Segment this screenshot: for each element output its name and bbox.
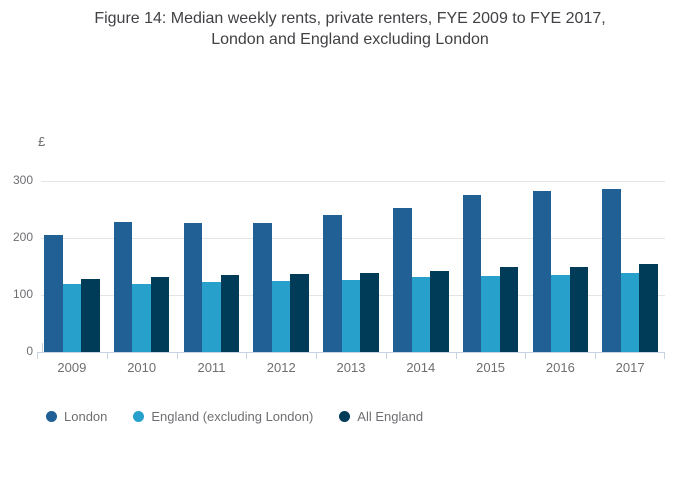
bar-london-2011[interactable] <box>183 222 203 352</box>
x-axis-tick <box>316 352 317 359</box>
x-axis-tick <box>177 352 178 359</box>
chart-title-line2: London and England excluding London <box>211 31 489 48</box>
x-label-2017: 2017 <box>615 360 645 375</box>
chart-title: Figure 14: Median weekly rents, private … <box>0 8 700 50</box>
gridline-300 <box>41 181 665 182</box>
legend-label: England (excluding London) <box>151 409 314 424</box>
bar-group-2015 <box>456 181 526 352</box>
x-axis-tick <box>525 352 526 359</box>
x-axis-tick <box>456 352 457 359</box>
bar-london-2013[interactable] <box>323 214 342 352</box>
x-axis-tick <box>246 352 247 359</box>
bar-england-excluding-london-2014[interactable] <box>411 277 431 352</box>
bar-london-2015[interactable] <box>462 194 482 352</box>
bar-all-england-2015[interactable] <box>499 266 519 352</box>
legend-dot-england-excluding-london <box>133 411 145 422</box>
bar-england-excluding-london-2015[interactable] <box>481 276 500 352</box>
x-label-2011: 2011 <box>197 360 226 375</box>
bar-all-england-2011[interactable] <box>220 274 240 352</box>
bar-all-england-2014[interactable] <box>430 270 449 352</box>
x-label-2016: 2016 <box>545 360 575 375</box>
bar-england-excluding-london-2011[interactable] <box>202 281 221 352</box>
x-label-2012: 2012 <box>266 360 296 375</box>
bar-all-england-2012[interactable] <box>290 273 309 352</box>
bar-london-2017[interactable] <box>602 189 621 352</box>
x-axis-tick <box>37 352 38 359</box>
gridline-200 <box>41 238 665 239</box>
bar-london-2016[interactable] <box>532 190 552 352</box>
bar-england-excluding-london-2017[interactable] <box>620 273 640 352</box>
bar-london-2012[interactable] <box>253 223 272 352</box>
bar-all-england-2009[interactable] <box>81 278 100 352</box>
legend-item-london[interactable]: London <box>46 409 107 424</box>
y-axis-unit-label: £ <box>38 134 46 149</box>
legend-dot-all-england <box>339 411 351 422</box>
legend-item-england-excluding-london[interactable]: England (excluding London) <box>133 409 313 424</box>
x-label-2015: 2015 <box>476 360 506 375</box>
x-axis-tick <box>107 352 108 359</box>
x-axis-line <box>37 352 665 353</box>
bar-england-excluding-london-2010[interactable] <box>132 284 151 352</box>
x-axis-tick <box>664 352 665 359</box>
x-axis-labels: 2009 2010 2011 2012 2013 2014 2015 2016 2017 <box>37 360 665 375</box>
bar-all-england-2016[interactable] <box>569 266 589 352</box>
legend-item-all-england[interactable]: All England <box>339 409 423 424</box>
chart-legend: London England (excluding London) All Engl… <box>46 409 423 424</box>
bar-england-excluding-london-2012[interactable] <box>271 280 291 352</box>
y-tick-label-0: 0 <box>26 344 33 358</box>
bar-all-england-2017[interactable] <box>639 263 658 352</box>
x-label-2009: 2009 <box>57 360 87 375</box>
y-tick-label-200: 200 <box>12 230 33 244</box>
x-label-2014: 2014 <box>406 360 436 375</box>
bar-groups <box>37 181 665 352</box>
y-axis-zero-tick <box>42 343 43 352</box>
bar-group-2011 <box>177 181 247 352</box>
bar-group-2014 <box>386 181 456 352</box>
plot-area <box>37 181 665 359</box>
bar-england-excluding-london-2013[interactable] <box>341 279 361 352</box>
bar-group-2013 <box>316 181 386 352</box>
bar-england-excluding-london-2016[interactable] <box>551 274 570 352</box>
legend-label: London <box>64 409 108 424</box>
bar-group-2016 <box>525 181 595 352</box>
bar-london-2009[interactable] <box>44 234 63 352</box>
y-tick-label-100: 100 <box>12 287 33 301</box>
bar-all-england-2010[interactable] <box>150 276 170 352</box>
x-axis-tick <box>595 352 596 359</box>
bar-london-2014[interactable] <box>393 207 412 352</box>
bar-group-2009 <box>37 181 107 352</box>
bar-group-2012 <box>246 181 316 352</box>
bar-england-excluding-london-2009[interactable] <box>62 284 82 352</box>
legend-dot-london <box>46 411 57 422</box>
bar-group-2017 <box>595 181 665 352</box>
chart-title-line1: Figure 14: Median weekly rents, private … <box>94 10 606 27</box>
bar-all-england-2013[interactable] <box>360 273 379 352</box>
x-label-2013: 2013 <box>336 360 366 375</box>
x-axis-tick <box>386 352 387 359</box>
x-label-2010: 2010 <box>127 360 157 375</box>
bar-group-2010 <box>107 181 177 352</box>
legend-label: All England <box>357 409 424 424</box>
y-tick-label-300: 300 <box>12 173 33 187</box>
bar-london-2010[interactable] <box>113 221 133 352</box>
